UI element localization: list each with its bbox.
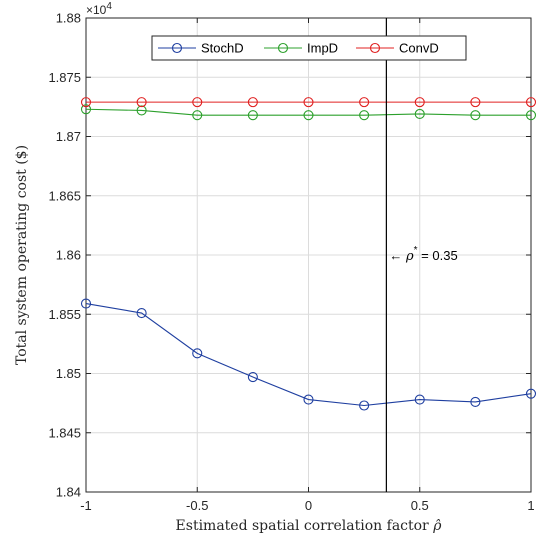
legend: StochD ImpD ConvD — [151, 35, 467, 61]
data-point — [247, 110, 258, 121]
legend-label: ImpD — [307, 41, 338, 56]
data-point — [192, 110, 203, 121]
legend-item-stochd: StochD — [158, 41, 244, 56]
series-layer — [80, 97, 537, 411]
x-tick-label: 0 — [305, 498, 312, 513]
data-point — [414, 108, 425, 120]
data-point — [192, 348, 203, 359]
y-axis-title: Total system operating cost ($) — [14, 145, 30, 365]
data-point — [136, 105, 147, 116]
series-line — [85, 303, 532, 407]
legend-item-convd: ConvD — [356, 41, 439, 56]
y-tick-label: 1.855 — [48, 307, 81, 322]
data-point — [303, 110, 314, 121]
data-point — [525, 388, 537, 399]
data-point — [136, 97, 147, 108]
data-point — [359, 97, 370, 108]
x-tick-label: 1 — [527, 498, 534, 513]
data-point — [247, 372, 258, 383]
grid — [85, 17, 532, 493]
series-stochd — [80, 298, 537, 411]
data-point — [359, 110, 370, 121]
data-point — [80, 104, 92, 115]
x-axis: -1 -0.5 0 0.5 1 — [80, 18, 535, 513]
legend-label: StochD — [201, 41, 244, 56]
y-tick-label: 1.87 — [56, 129, 81, 144]
data-point — [247, 97, 258, 108]
data-point — [525, 97, 537, 108]
y-tick-label: 1.84 — [56, 485, 81, 500]
rho-star-annotation: ← ρ* = 0.35 — [389, 245, 457, 264]
series-line — [85, 108, 531, 116]
y-tick-label: 1.85 — [56, 366, 81, 381]
y-tick-label: 1.88 — [56, 11, 81, 26]
data-point — [470, 110, 481, 121]
legend-label: ConvD — [399, 41, 439, 56]
data-point — [80, 298, 92, 309]
data-point — [470, 97, 481, 108]
series-convd — [80, 97, 537, 108]
data-point — [80, 97, 92, 108]
legend-item-impd: ImpD — [264, 41, 338, 56]
data-point — [192, 97, 203, 108]
data-point — [414, 394, 425, 405]
series-impd — [80, 104, 537, 121]
legend-marker — [277, 42, 289, 54]
x-axis-title: Estimated spatial correlation factor ρ̂ — [176, 518, 443, 534]
data-point — [136, 308, 147, 319]
y-tick-label: 1.86 — [56, 248, 81, 263]
legend-marker — [369, 42, 381, 54]
data-point — [303, 394, 314, 405]
data-point — [414, 97, 425, 108]
data-point — [359, 400, 370, 411]
y-tick-label: 1.865 — [48, 188, 81, 203]
x-tick-label: -1 — [80, 498, 92, 513]
y-tick-label: 1.875 — [48, 70, 81, 85]
y-tick-label: 1.845 — [48, 425, 81, 440]
data-point — [470, 396, 481, 407]
y-axis: 1.84 1.845 1.85 1.855 1.86 1.865 1.87 1.875 1.88 — [48, 11, 531, 500]
data-point — [525, 110, 537, 121]
x-tick-label: -0.5 — [186, 498, 208, 513]
y-exponent-label: ×104 — [86, 1, 112, 17]
legend-box — [151, 35, 467, 61]
legend-marker — [171, 42, 183, 54]
data-point — [303, 97, 314, 108]
x-tick-label: 0.5 — [411, 498, 429, 513]
